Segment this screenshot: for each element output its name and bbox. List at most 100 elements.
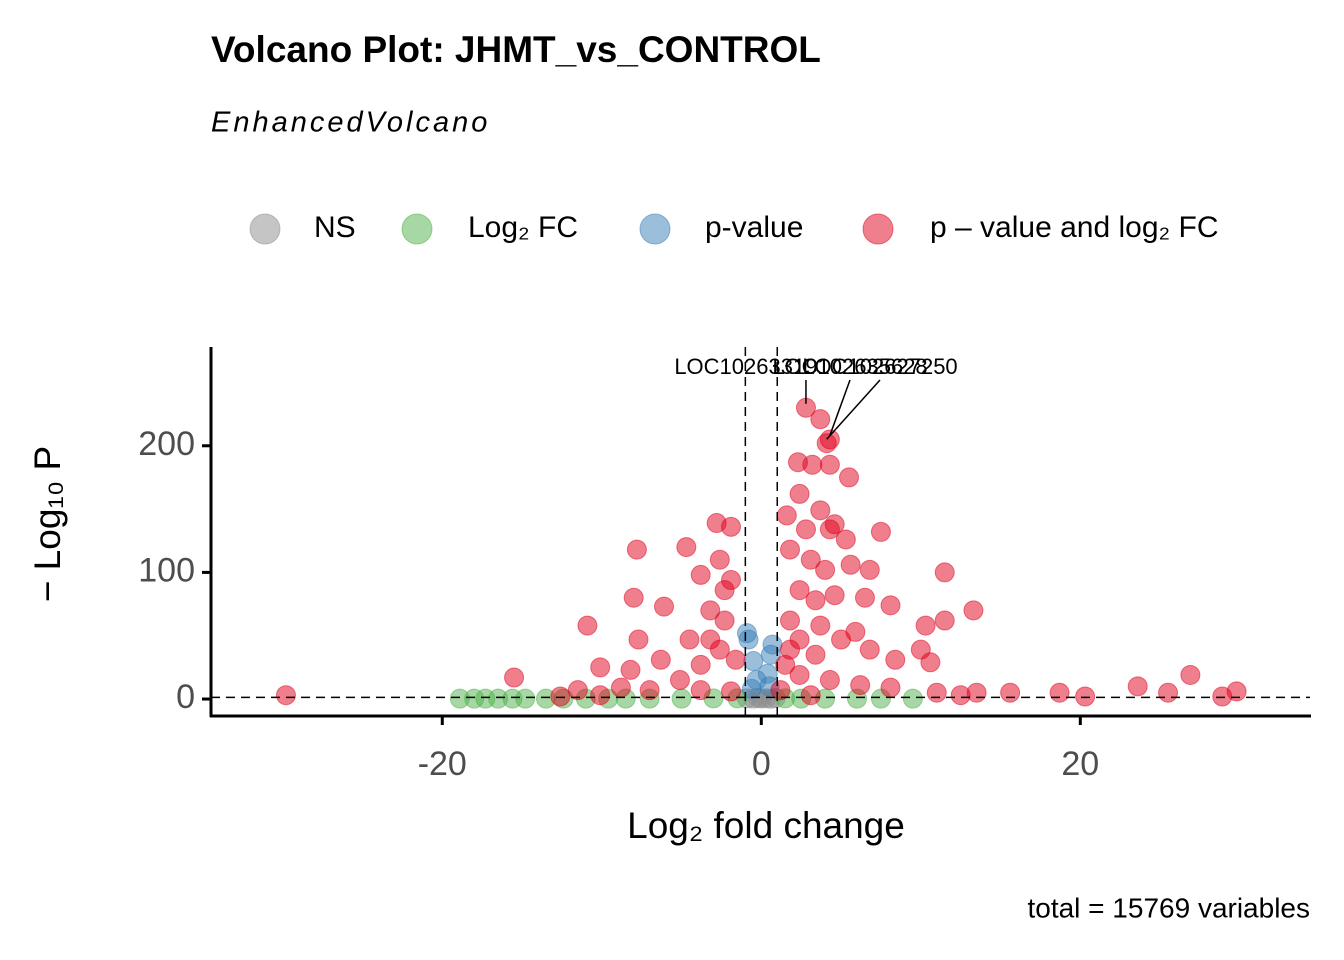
point <box>800 685 821 706</box>
point <box>623 587 644 608</box>
point <box>590 657 611 678</box>
point <box>859 559 880 580</box>
point <box>819 519 840 540</box>
label-arrow <box>826 379 881 440</box>
point <box>780 610 801 631</box>
point <box>775 654 796 675</box>
point <box>776 505 797 526</box>
point <box>810 500 831 521</box>
point <box>859 639 880 660</box>
point <box>880 595 901 616</box>
point <box>700 600 721 621</box>
label-arrow <box>829 379 851 436</box>
point <box>880 677 901 698</box>
point <box>934 610 955 631</box>
point <box>1180 664 1201 685</box>
point <box>819 670 840 691</box>
gene-label: LOC102627250 <box>802 354 957 379</box>
point <box>577 615 598 636</box>
point <box>1127 676 1148 697</box>
point <box>714 580 735 601</box>
point <box>915 615 936 636</box>
point <box>805 590 826 611</box>
point <box>720 516 741 537</box>
point <box>805 644 826 665</box>
legend-marker <box>401 213 433 245</box>
point <box>831 629 852 650</box>
point <box>810 615 831 636</box>
point <box>741 678 762 699</box>
point <box>966 682 987 703</box>
x-tick-label: 20 <box>1061 745 1099 783</box>
point <box>815 559 836 580</box>
point <box>626 539 647 560</box>
point <box>679 629 700 650</box>
point <box>1049 682 1070 703</box>
point <box>671 688 692 709</box>
point <box>590 685 611 706</box>
point <box>926 682 947 703</box>
point <box>780 539 801 560</box>
point <box>902 688 923 709</box>
y-tick-label: 100 <box>138 551 195 589</box>
point <box>1158 682 1179 703</box>
point <box>725 649 746 670</box>
point <box>1000 682 1021 703</box>
point <box>885 649 906 670</box>
point <box>515 688 536 709</box>
legend-marker <box>639 213 671 245</box>
point <box>770 680 791 701</box>
chart-title: Volcano Plot: JHMT_vs_CONTROL <box>211 29 821 70</box>
y-axis-title: − Log₁₀ P <box>27 446 68 602</box>
point <box>789 664 810 685</box>
x-tick-label: -20 <box>418 745 467 783</box>
point <box>709 549 730 570</box>
y-tick-label: 0 <box>176 678 195 716</box>
point <box>789 483 810 504</box>
point <box>789 580 810 601</box>
point <box>504 667 525 688</box>
legend-marker <box>249 213 281 245</box>
point <box>839 467 860 488</box>
chart-subtitle: EnhancedVolcano <box>211 107 490 139</box>
point <box>789 629 810 650</box>
point <box>676 537 697 558</box>
point <box>720 681 741 702</box>
point <box>800 549 821 570</box>
point <box>810 409 831 430</box>
point <box>550 686 571 707</box>
point <box>650 649 671 670</box>
point <box>628 629 649 650</box>
point <box>700 629 721 650</box>
point <box>816 433 837 454</box>
point <box>275 685 296 706</box>
point <box>714 610 735 631</box>
point <box>690 564 711 585</box>
legend-marker <box>862 213 894 245</box>
gene-label: LOC102635628 <box>772 354 927 379</box>
caption: total = 15769 variables <box>1027 892 1310 923</box>
gene-label: LOC102633191 <box>674 354 829 379</box>
point <box>934 562 955 583</box>
point <box>639 680 660 701</box>
legend-label: Log₂ FC <box>468 211 578 244</box>
point <box>653 596 674 617</box>
point <box>835 529 856 550</box>
y-tick-label: 200 <box>138 425 195 463</box>
legend-label: p – value and log₂ FC <box>930 211 1219 244</box>
point <box>870 521 891 542</box>
point <box>963 600 984 621</box>
point <box>920 652 941 673</box>
point <box>1075 686 1096 707</box>
point <box>620 659 641 680</box>
point <box>1226 681 1247 702</box>
point <box>690 654 711 675</box>
legend-label: NS <box>314 211 356 244</box>
point <box>567 680 588 701</box>
x-axis-title: Log₂ fold change <box>627 805 905 846</box>
point <box>824 585 845 606</box>
point <box>795 519 816 540</box>
point <box>802 454 823 475</box>
point <box>819 454 840 475</box>
